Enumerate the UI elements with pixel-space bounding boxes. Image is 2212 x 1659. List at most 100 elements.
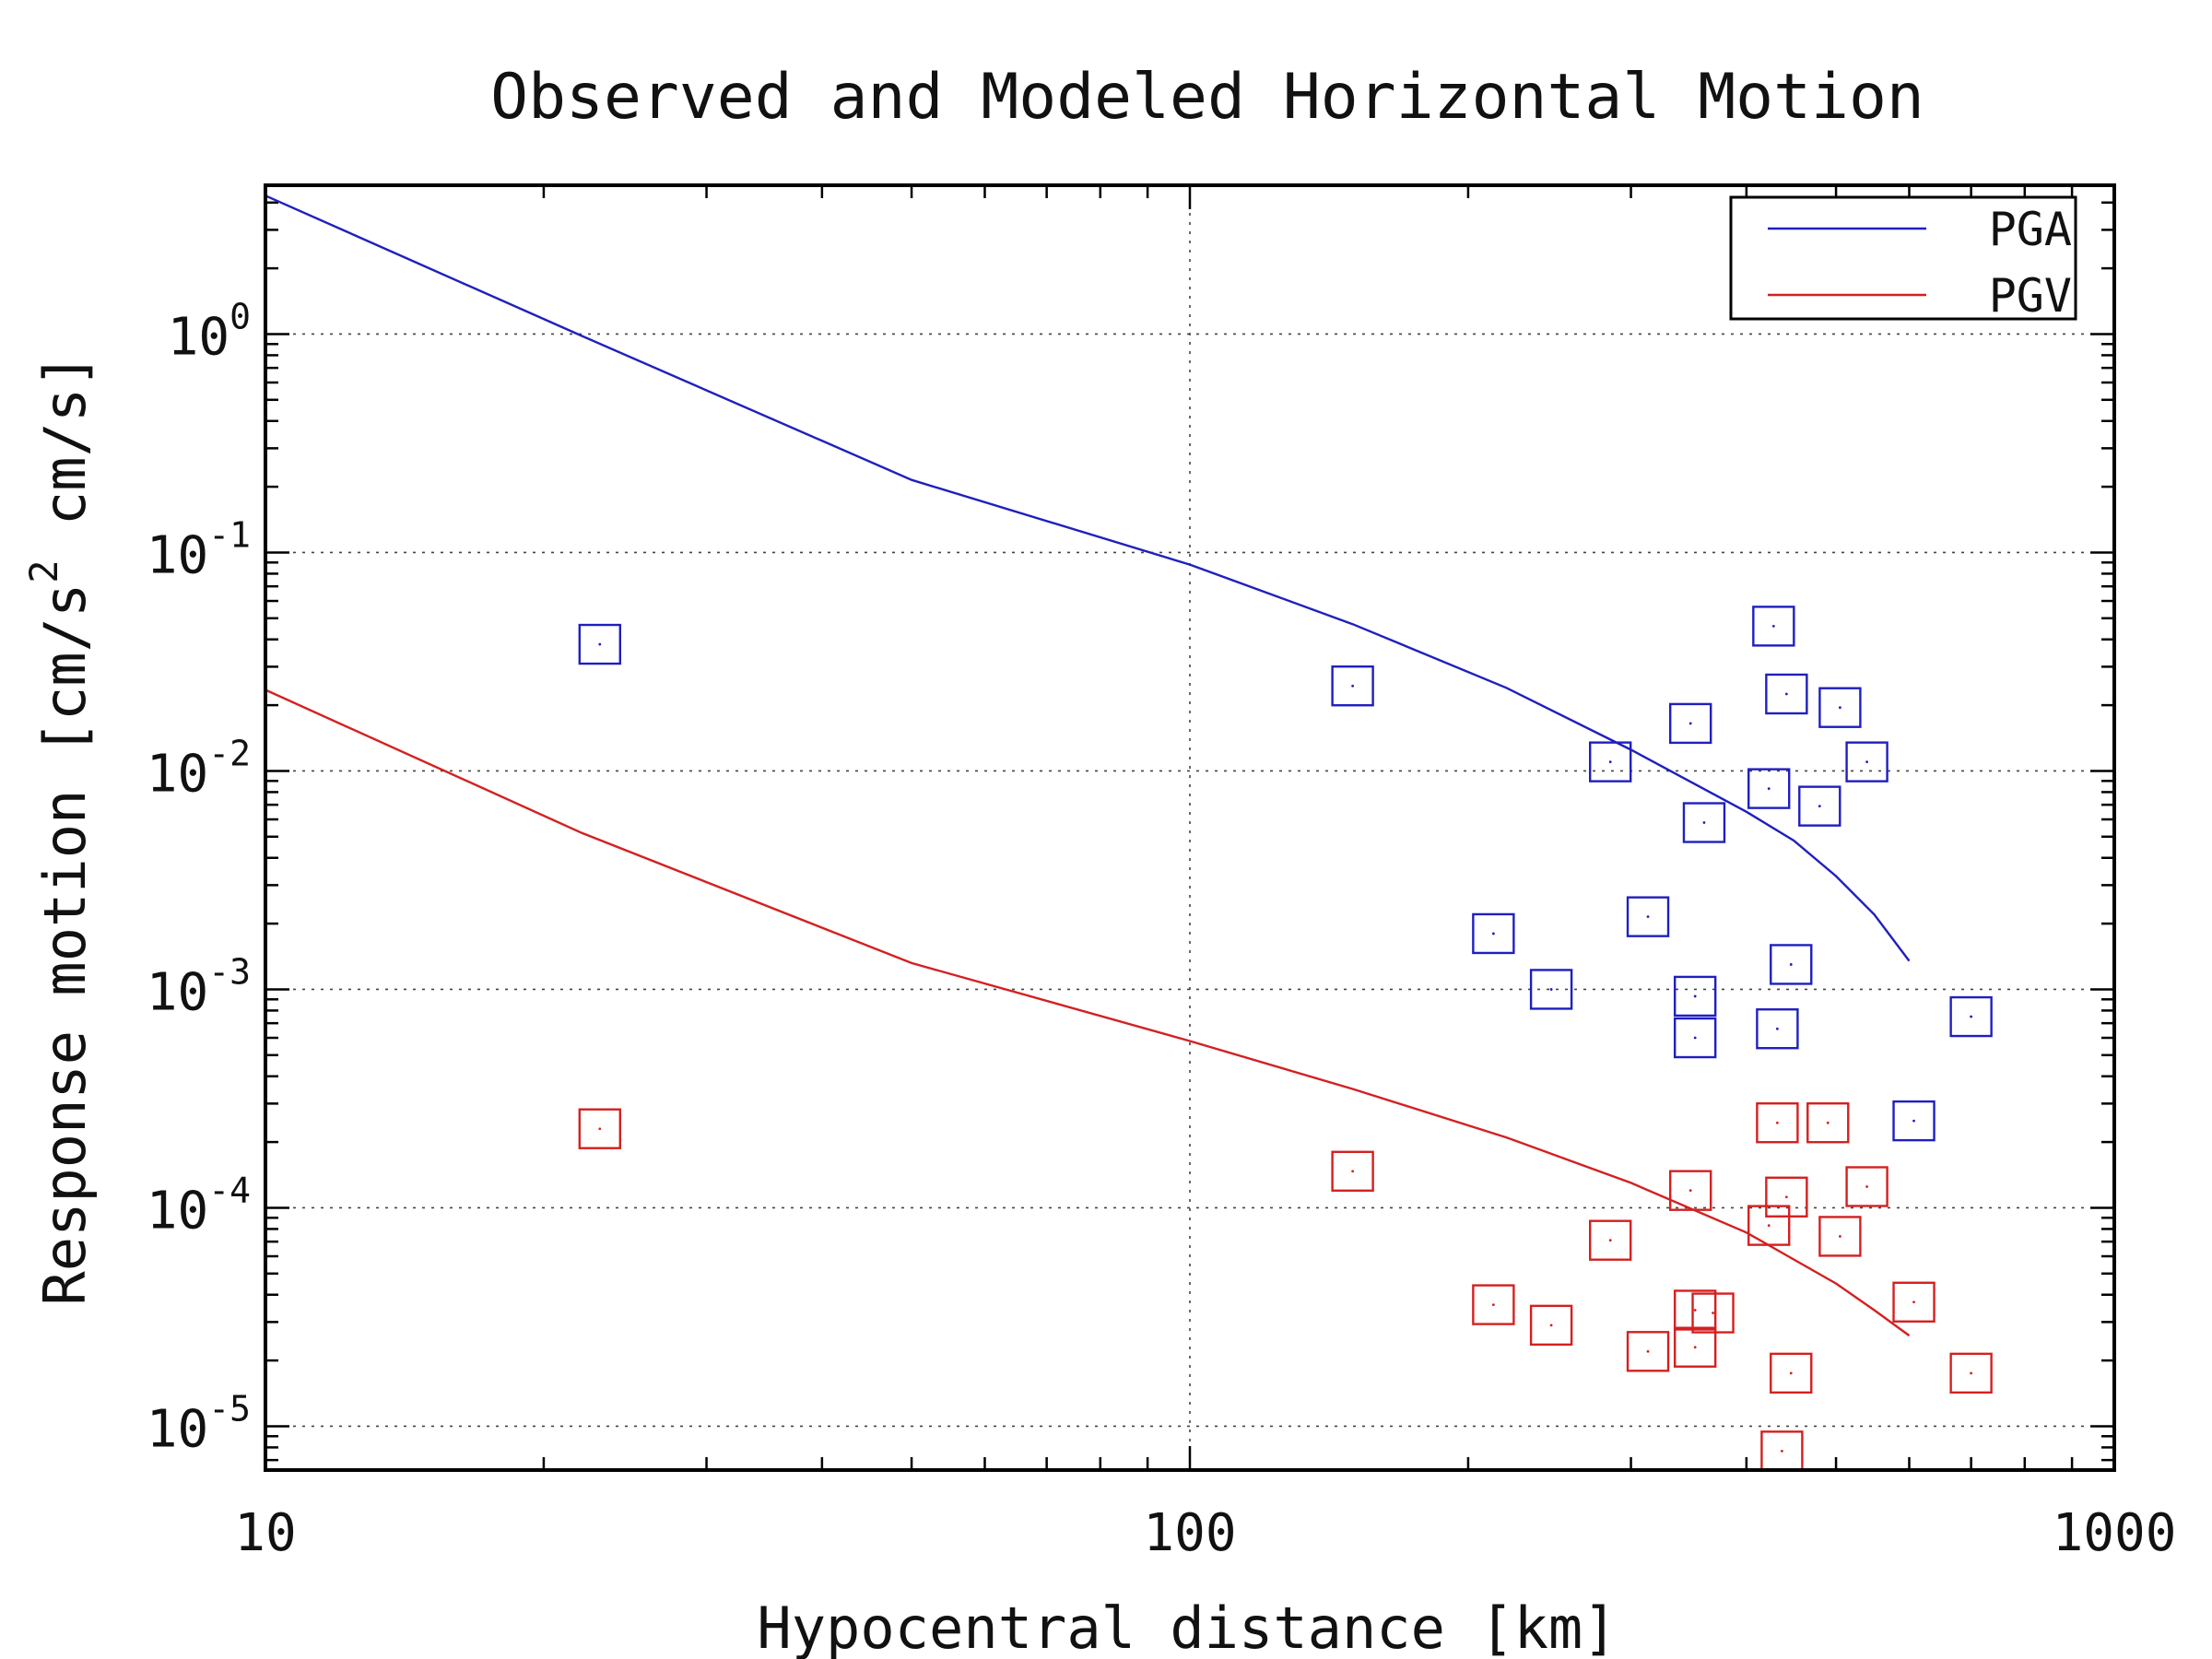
x-tick-label: 100 <box>1143 1503 1236 1563</box>
ticks-layer <box>264 185 2114 1470</box>
pga-observed-point <box>1818 687 1862 728</box>
pga-observed-point <box>1747 768 1791 809</box>
legend: PGA PGV <box>1729 195 2077 323</box>
pga-observed-dot <box>1693 994 1697 998</box>
pgv-observed-dot <box>1646 1349 1650 1353</box>
pga-observed-point <box>1892 1100 1936 1142</box>
x-tick-label: 1000 <box>2053 1503 2177 1563</box>
pgv-observed-point <box>1747 1205 1791 1246</box>
pgv-observed-point <box>1331 1150 1374 1192</box>
pga-observed-dot <box>1865 760 1868 764</box>
pgv-observed-dot <box>1608 1239 1612 1242</box>
pgv-observed-point <box>1845 1166 1888 1207</box>
pga-observed-dot <box>1646 915 1650 919</box>
pgv-observed-point <box>1626 1331 1670 1372</box>
pgv-observed-dot <box>1970 1371 1973 1375</box>
pga-observed-dot <box>1351 684 1355 688</box>
pga-observed-dot <box>1970 1015 1973 1018</box>
pgv-observed-point <box>1892 1281 1936 1323</box>
y-tick-labels: 100 10-1 10-2 10-3 10-4 10-5 <box>147 296 251 1459</box>
pga-observed-dot <box>1775 1027 1779 1030</box>
pga-observed-point <box>1752 606 1795 647</box>
x-axis-label: Hypocentral distance [km] <box>757 1594 1617 1659</box>
pga-observed-dot <box>1771 624 1775 628</box>
y-tick-label: 10-3 <box>147 951 251 1022</box>
pga-observed-dot <box>1608 760 1612 764</box>
pga-observed-point <box>1949 995 1993 1038</box>
pgv-observed-dot <box>1767 1224 1771 1228</box>
pgv-observed-dot <box>1826 1121 1830 1124</box>
pgv-observed-point <box>578 1108 622 1149</box>
pga-observed-point <box>1673 975 1717 1018</box>
pgv-observed-dot <box>1688 1189 1692 1193</box>
pgv-observed-dot <box>1784 1195 1788 1199</box>
pga-observed-point <box>1682 802 1726 843</box>
pgv-observed-dot <box>1781 1449 1783 1453</box>
x-tick-labels: 10 100 1000 <box>234 1503 2176 1563</box>
pgv-observed-point <box>1529 1304 1573 1347</box>
pga-observed-point <box>1589 741 1632 782</box>
pga-observed-dot <box>1789 963 1793 966</box>
pgv-observed-point <box>1765 1176 1808 1218</box>
pgv-observed-dot <box>598 1127 602 1131</box>
pga-observed-point <box>1529 969 1573 1010</box>
pga-observed-point <box>1798 785 1841 827</box>
pga-model-line <box>265 194 1911 962</box>
pga-observed-dot <box>598 642 602 646</box>
y-tick-label: 10-4 <box>147 1170 251 1241</box>
pgv-observed-dot <box>1712 1312 1714 1314</box>
y-tick-label: 10-2 <box>147 733 251 804</box>
pga-observed-dot <box>1549 988 1553 991</box>
pga-observed-point <box>1765 673 1808 715</box>
pgv-observed-dot <box>1351 1170 1355 1173</box>
x-tick-label: 10 <box>234 1503 296 1563</box>
pga-observed-dot <box>1693 1036 1697 1040</box>
pga-observed-dot <box>1818 805 1821 808</box>
pgv-observed-point <box>1589 1219 1632 1261</box>
pga-observed-point <box>1673 1017 1717 1059</box>
pga-observed-point <box>1669 702 1712 745</box>
pgv-model-line <box>265 688 1911 1337</box>
lines-layer <box>265 194 1911 1337</box>
legend-label-pgv: PGV <box>1989 269 2072 323</box>
pgv-observed-dot <box>1491 1303 1495 1307</box>
y-tick-label: 10-1 <box>147 514 251 585</box>
pga-observed-dot <box>1839 706 1841 710</box>
pgv-observed-dot <box>1693 1346 1697 1349</box>
pgv-observed-dot <box>1549 1324 1553 1327</box>
points-layer <box>578 606 1993 1472</box>
plot-frame <box>264 183 2116 1472</box>
grid-layer <box>265 185 2114 1470</box>
pga-observed-point <box>1845 741 1888 782</box>
pgv-observed-dot <box>1912 1300 1915 1304</box>
pga-observed-dot <box>1767 787 1771 791</box>
pga-observed-point <box>1626 896 1670 937</box>
pgv-observed-point <box>1756 1102 1799 1144</box>
chart-title: Observed and Modeled Horizontal Motion <box>490 61 1924 134</box>
pga-observed-dot <box>1491 932 1495 935</box>
y-tick-label: 10-5 <box>147 1388 251 1459</box>
pga-observed-dot <box>1702 821 1706 824</box>
y-axis-label: Response motion [cm/s2 cm/s] <box>21 353 99 1305</box>
pgv-observed-point <box>1806 1102 1850 1144</box>
pgv-observed-dot <box>1693 1309 1697 1312</box>
pgv-observed-point <box>1673 1326 1717 1368</box>
pgv-observed-dot <box>1775 1121 1779 1124</box>
pgv-observed-point <box>1673 1289 1717 1331</box>
pgv-observed-point <box>1770 1352 1813 1394</box>
pgv-observed-dot <box>1839 1235 1841 1238</box>
legend-box <box>1729 195 2077 321</box>
pgv-observed-point <box>1949 1352 1993 1394</box>
pgv-observed-dot <box>1789 1371 1793 1375</box>
pgv-observed-point <box>1472 1284 1515 1325</box>
pga-observed-point <box>1331 665 1374 707</box>
pga-observed-dot <box>1912 1119 1915 1123</box>
pgv-observed-point <box>1691 1292 1735 1334</box>
pgv-observed-dot <box>1865 1185 1868 1188</box>
pga-observed-dot <box>1784 692 1788 696</box>
pga-observed-point <box>1472 912 1515 955</box>
y-tick-label: 100 <box>168 296 251 367</box>
pga-observed-point <box>1756 1008 1799 1050</box>
legend-label-pga: PGA <box>1989 203 2072 256</box>
